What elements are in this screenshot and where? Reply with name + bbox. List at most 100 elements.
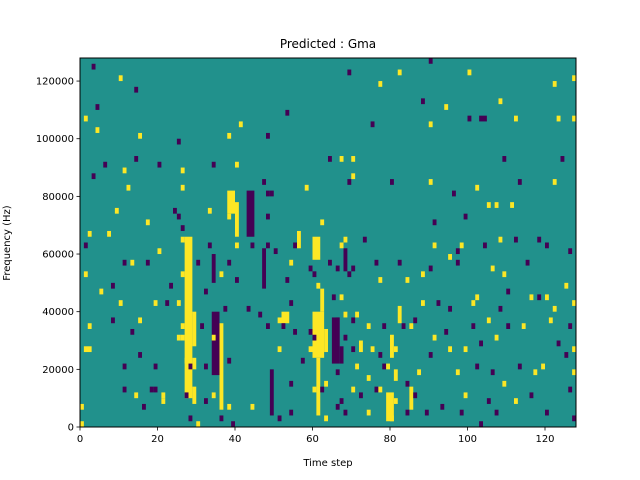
heatmap-cell [347, 179, 352, 185]
heatmap-cell [525, 259, 530, 266]
heatmap-cell [176, 300, 181, 306]
heatmap-cell [455, 248, 460, 255]
heatmap-cell [351, 386, 356, 393]
heatmap-cell [277, 415, 282, 422]
heatmap-cell [572, 75, 577, 82]
heatmap-cell [444, 328, 449, 335]
heatmap-cell [366, 409, 371, 416]
heatmap-cell [188, 415, 193, 422]
heatmap-cell [145, 219, 150, 226]
heatmap-cell [103, 161, 108, 168]
heatmap-cell [312, 271, 317, 278]
heatmap-column [324, 328, 329, 353]
heatmap-cell [413, 317, 418, 324]
heatmap-cell [560, 156, 565, 162]
heatmap-cell [312, 386, 317, 393]
heatmap-cell [355, 363, 360, 370]
heatmap-cell [308, 328, 313, 335]
heatmap-cell [339, 242, 344, 249]
heatmap-cell [235, 277, 239, 283]
heatmap-cell [130, 259, 135, 266]
heatmap-cell [153, 300, 158, 306]
heatmap-column [390, 334, 394, 358]
heatmap-cell [486, 398, 491, 404]
heatmap-cell [382, 363, 387, 370]
heatmap-cell [366, 375, 371, 381]
heatmap-cell [467, 115, 472, 122]
heatmap-cell [173, 207, 177, 214]
heatmap-cell [153, 363, 158, 370]
heatmap-column [219, 323, 224, 410]
heatmap-cell [316, 282, 321, 289]
heatmap-cell [343, 236, 348, 243]
heatmap-cell [335, 265, 340, 272]
heatmap-cell [351, 173, 356, 180]
heatmap-cell [479, 340, 484, 347]
y-tick-label: 40000 [42, 307, 74, 318]
heatmap-cell [188, 363, 193, 370]
heatmap-cell [421, 98, 425, 105]
heatmap-cell [293, 242, 298, 249]
heatmap-cell [556, 340, 561, 347]
heatmap-cell [83, 346, 92, 353]
heatmap-cell [99, 288, 104, 295]
heatmap-cell [552, 81, 557, 87]
heatmap-cell [545, 242, 549, 249]
heatmap-cell [455, 259, 460, 266]
heatmap-cell [378, 352, 383, 358]
heatmap-cell [545, 409, 549, 416]
heatmap-cell [176, 334, 181, 341]
heatmap-cell [161, 392, 166, 399]
heatmap-cell [118, 75, 123, 82]
heatmap-cell [572, 415, 577, 422]
heatmap-cell [176, 138, 181, 145]
heatmap-column [359, 340, 363, 353]
heatmap-column [227, 190, 235, 214]
heatmap-cell [207, 207, 212, 214]
heatmap-cell [180, 184, 185, 191]
heatmap-cell [176, 213, 181, 220]
heatmap-column [192, 311, 197, 347]
heatmap-cell [227, 259, 232, 266]
heatmap-cell [91, 173, 96, 180]
heatmap-cell [502, 156, 507, 162]
heatmap-cell [153, 386, 158, 393]
heatmap-cell [180, 323, 185, 329]
heatmap-cell [227, 132, 232, 139]
heatmap-column [393, 369, 398, 381]
heatmap-cell [432, 219, 437, 226]
heatmap-cell [347, 271, 352, 278]
heatmap-cell [138, 317, 143, 324]
heatmap-cell [258, 311, 263, 318]
heatmap-column [235, 202, 239, 237]
heatmap-column [339, 346, 344, 364]
heatmap-cell [266, 132, 270, 139]
heatmap-cell [169, 282, 174, 289]
x-tick-label: 120 [535, 434, 554, 445]
heatmap-cell [262, 179, 267, 185]
heatmap-cell [514, 115, 518, 122]
x-tick-label: 0 [77, 434, 83, 445]
heatmap-cell [87, 323, 92, 329]
heatmap-column [297, 230, 301, 243]
heatmap-cell [204, 288, 208, 295]
plot-area [79, 57, 577, 428]
heatmap-cell [235, 161, 239, 168]
heatmap-cell [304, 184, 309, 191]
heatmap-cell [521, 323, 526, 329]
heatmap-cell [421, 271, 425, 278]
heatmap-cell [378, 81, 383, 87]
heatmap-cell [227, 213, 232, 220]
heatmap-cell [134, 156, 139, 162]
heatmap-cell [417, 369, 422, 376]
heatmap-cell [506, 288, 511, 295]
heatmap-cell [122, 363, 127, 370]
heatmap-cell [87, 230, 92, 237]
heatmap-cell [378, 277, 383, 283]
heatmap-cell [277, 346, 282, 353]
heatmap-column [343, 248, 348, 272]
heatmap-cell [556, 115, 561, 122]
heatmap-cell [502, 271, 507, 278]
heatmap-cell [486, 317, 491, 324]
heatmap-column [312, 236, 321, 260]
